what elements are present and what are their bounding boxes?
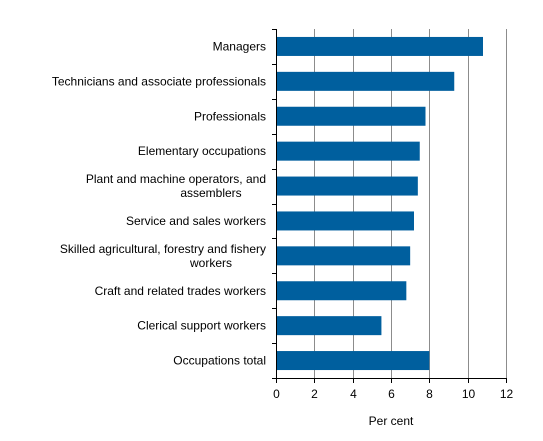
x-tick-label: 12 [500, 387, 514, 401]
category-label-1: Technicians and associate professionals [52, 74, 266, 88]
category-label-line: Skilled agricultural, forestry and fishe… [60, 242, 266, 256]
x-tick-label: 8 [426, 387, 433, 401]
bar-3 [276, 141, 420, 161]
category-label-line: Service and sales workers [126, 214, 266, 228]
bar-2 [276, 106, 426, 126]
bar-0 [276, 36, 483, 56]
category-label-line: Plant and machine operators, and [86, 172, 266, 186]
category-label-line: Managers [213, 39, 266, 53]
category-label-5: Service and sales workers [126, 214, 266, 228]
category-label-line: workers [189, 256, 232, 270]
bar-8 [276, 316, 382, 336]
category-label-3: Elementary occupations [138, 144, 266, 158]
category-label-8: Clerical support workers [137, 319, 266, 333]
x-axis-title: Per cent [369, 414, 414, 428]
bar-1 [276, 71, 455, 91]
category-label-line: assemblers [180, 186, 241, 200]
x-tick-label: 2 [311, 387, 318, 401]
x-tick-label: 10 [462, 387, 476, 401]
category-label-line: Professionals [194, 109, 266, 123]
bar-7 [276, 281, 407, 301]
x-tick-label: 4 [350, 387, 357, 401]
category-label-line: Technicians and associate professionals [52, 74, 266, 88]
category-label-7: Craft and related trades workers [95, 284, 266, 298]
category-label-6: Skilled agricultural, forestry and fishe… [60, 242, 266, 270]
bar-4 [276, 176, 418, 196]
category-label-line: Craft and related trades workers [95, 284, 266, 298]
x-tick-label: 6 [388, 387, 395, 401]
bar-5 [276, 211, 414, 231]
category-label-2: Professionals [194, 109, 266, 123]
category-label-line: Clerical support workers [137, 319, 266, 333]
category-label-0: Managers [213, 39, 266, 53]
category-label-line: Elementary occupations [138, 144, 266, 158]
x-tick-label: 0 [273, 387, 280, 401]
category-label-9: Occupations total [173, 354, 266, 368]
category-label-4: Plant and machine operators, and assemble… [86, 172, 266, 200]
bar-6 [276, 246, 411, 266]
category-label-line: Occupations total [173, 354, 266, 368]
bar-9 [276, 351, 430, 371]
